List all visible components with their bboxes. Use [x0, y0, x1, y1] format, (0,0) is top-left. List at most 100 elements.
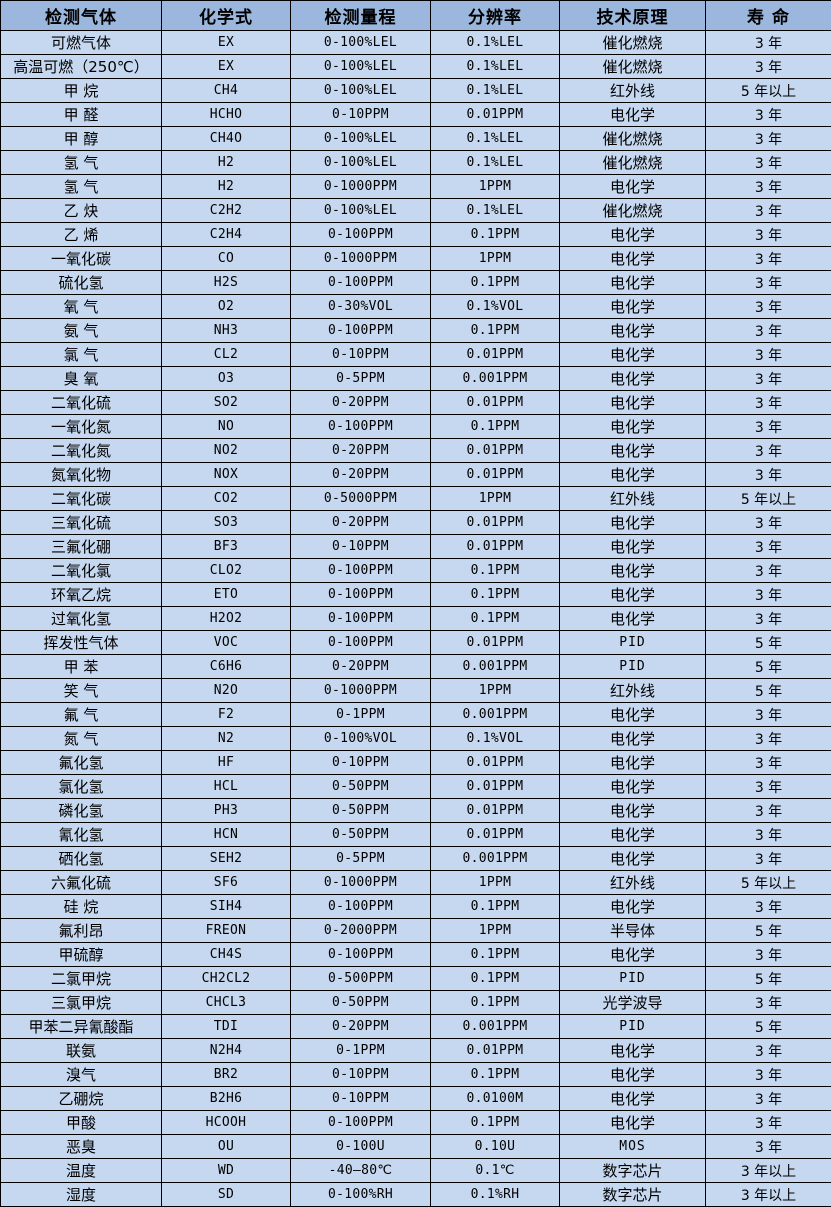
cell-technology-principle: 电化学	[560, 439, 706, 463]
cell-detection-range: 0-100%VOL	[291, 727, 431, 751]
cell-detection-range: 0-100PPM	[291, 895, 431, 919]
cell-chemical-formula: SO3	[162, 511, 291, 535]
cell-gas-name: 过氧化氢	[1, 607, 162, 631]
cell-resolution: 0.1PPM	[431, 943, 560, 967]
cell-lifetime: 5 年	[706, 631, 831, 655]
cell-gas-name: 恶臭	[1, 1135, 162, 1159]
cell-technology-principle: 电化学	[560, 295, 706, 319]
cell-detection-range: 0-100U	[291, 1135, 431, 1159]
cell-chemical-formula: HCN	[162, 823, 291, 847]
cell-chemical-formula: NOX	[162, 463, 291, 487]
cell-gas-name: 二氧化碳	[1, 487, 162, 511]
cell-resolution: 0.01PPM	[431, 343, 560, 367]
cell-technology-principle: 数字芯片	[560, 1159, 706, 1183]
cell-detection-range: 0-100PPM	[291, 319, 431, 343]
cell-resolution: 0.01PPM	[431, 103, 560, 127]
cell-lifetime: 3 年	[706, 703, 831, 727]
cell-lifetime: 3 年以上	[706, 1159, 831, 1183]
cell-lifetime: 5 年以上	[706, 871, 831, 895]
cell-detection-range: 0-5PPM	[291, 367, 431, 391]
cell-chemical-formula: SEH2	[162, 847, 291, 871]
cell-lifetime: 3 年	[706, 247, 831, 271]
cell-technology-principle: 电化学	[560, 463, 706, 487]
cell-gas-name: 甲苯二异氰酸酯	[1, 1015, 162, 1039]
cell-technology-principle: 电化学	[560, 415, 706, 439]
cell-gas-name: 联氨	[1, 1039, 162, 1063]
cell-lifetime: 3 年	[706, 535, 831, 559]
cell-detection-range: 0-30%VOL	[291, 295, 431, 319]
cell-resolution: 0.1%LEL	[431, 151, 560, 175]
cell-technology-principle: PID	[560, 967, 706, 991]
cell-detection-range: 0-5PPM	[291, 847, 431, 871]
cell-lifetime: 3 年	[706, 295, 831, 319]
cell-chemical-formula: C6H6	[162, 655, 291, 679]
cell-lifetime: 3 年	[706, 439, 831, 463]
cell-detection-range: 0-5000PPM	[291, 487, 431, 511]
cell-technology-principle: 光学波导	[560, 991, 706, 1015]
cell-gas-name: 乙 炔	[1, 199, 162, 223]
cell-detection-range: 0-1000PPM	[291, 871, 431, 895]
column-header-gas-name: 检测气体	[1, 1, 162, 31]
cell-lifetime: 3 年	[706, 223, 831, 247]
cell-lifetime: 3 年	[706, 463, 831, 487]
cell-lifetime: 5 年以上	[706, 79, 831, 103]
cell-technology-principle: 电化学	[560, 727, 706, 751]
cell-resolution: 0.1PPM	[431, 967, 560, 991]
cell-technology-principle: 电化学	[560, 895, 706, 919]
cell-technology-principle: 电化学	[560, 511, 706, 535]
cell-gas-name: 氮氧化物	[1, 463, 162, 487]
cell-technology-principle: 电化学	[560, 319, 706, 343]
cell-gas-name: 六氟化硫	[1, 871, 162, 895]
cell-gas-name: 氢 气	[1, 151, 162, 175]
cell-resolution: 0.1PPM	[431, 415, 560, 439]
cell-chemical-formula: O2	[162, 295, 291, 319]
cell-technology-principle: 电化学	[560, 367, 706, 391]
cell-resolution: 0.1PPM	[431, 1111, 560, 1135]
cell-lifetime: 3 年	[706, 751, 831, 775]
cell-resolution: 1PPM	[431, 175, 560, 199]
cell-detection-range: 0-100PPM	[291, 271, 431, 295]
cell-gas-name: 乙 烯	[1, 223, 162, 247]
cell-chemical-formula: WD	[162, 1159, 291, 1183]
cell-lifetime: 3 年	[706, 943, 831, 967]
cell-gas-name: 环氧乙烷	[1, 583, 162, 607]
cell-gas-name: 氨 气	[1, 319, 162, 343]
cell-lifetime: 5 年	[706, 655, 831, 679]
cell-lifetime: 3 年	[706, 391, 831, 415]
cell-resolution: 0.001PPM	[431, 367, 560, 391]
cell-detection-range: 0-1000PPM	[291, 247, 431, 271]
cell-resolution: 0.01PPM	[431, 823, 560, 847]
cell-lifetime: 5 年	[706, 1015, 831, 1039]
cell-chemical-formula: ETO	[162, 583, 291, 607]
cell-gas-name: 甲硫醇	[1, 943, 162, 967]
cell-lifetime: 3 年	[706, 199, 831, 223]
cell-lifetime: 3 年	[706, 823, 831, 847]
cell-resolution: 0.1%VOL	[431, 727, 560, 751]
cell-detection-range: 0-1000PPM	[291, 679, 431, 703]
cell-detection-range: 0-1PPM	[291, 703, 431, 727]
cell-resolution: 0.1%LEL	[431, 199, 560, 223]
cell-detection-range: 0-20PPM	[291, 655, 431, 679]
cell-resolution: 0.1%VOL	[431, 295, 560, 319]
